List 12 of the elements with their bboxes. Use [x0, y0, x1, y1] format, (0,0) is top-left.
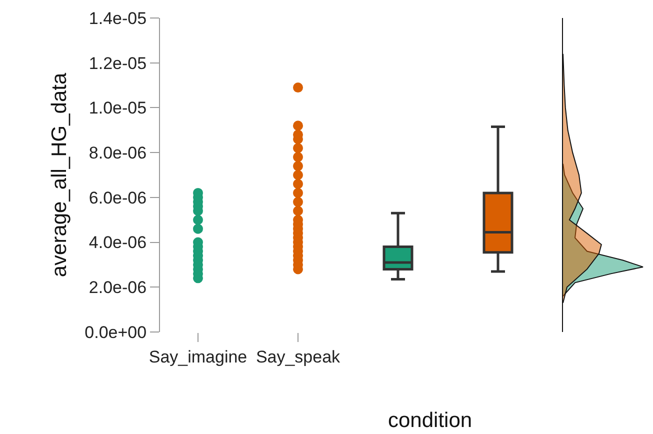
- y-tick-label: 1.2e-05: [88, 54, 147, 73]
- y-tick-label: 1.0e-05: [88, 98, 147, 118]
- x-axis-title: condition: [388, 409, 472, 432]
- y-axis-title: average_all_HG_data: [48, 72, 71, 278]
- x-tick-label: Say_speak: [256, 347, 341, 366]
- y-tick-label: 0.0e+00: [84, 322, 147, 342]
- y-tick-label: 8.0e-06: [88, 144, 147, 163]
- y-tick-label: 6.0e-06: [88, 188, 147, 208]
- y-tick-label: 1.4e-05: [88, 8, 147, 28]
- y-tick-label: 4.0e-06: [88, 233, 147, 252]
- y-tick-label: 2.0e-06: [88, 278, 147, 298]
- x-tick-label: Say_imagine: [148, 347, 248, 366]
